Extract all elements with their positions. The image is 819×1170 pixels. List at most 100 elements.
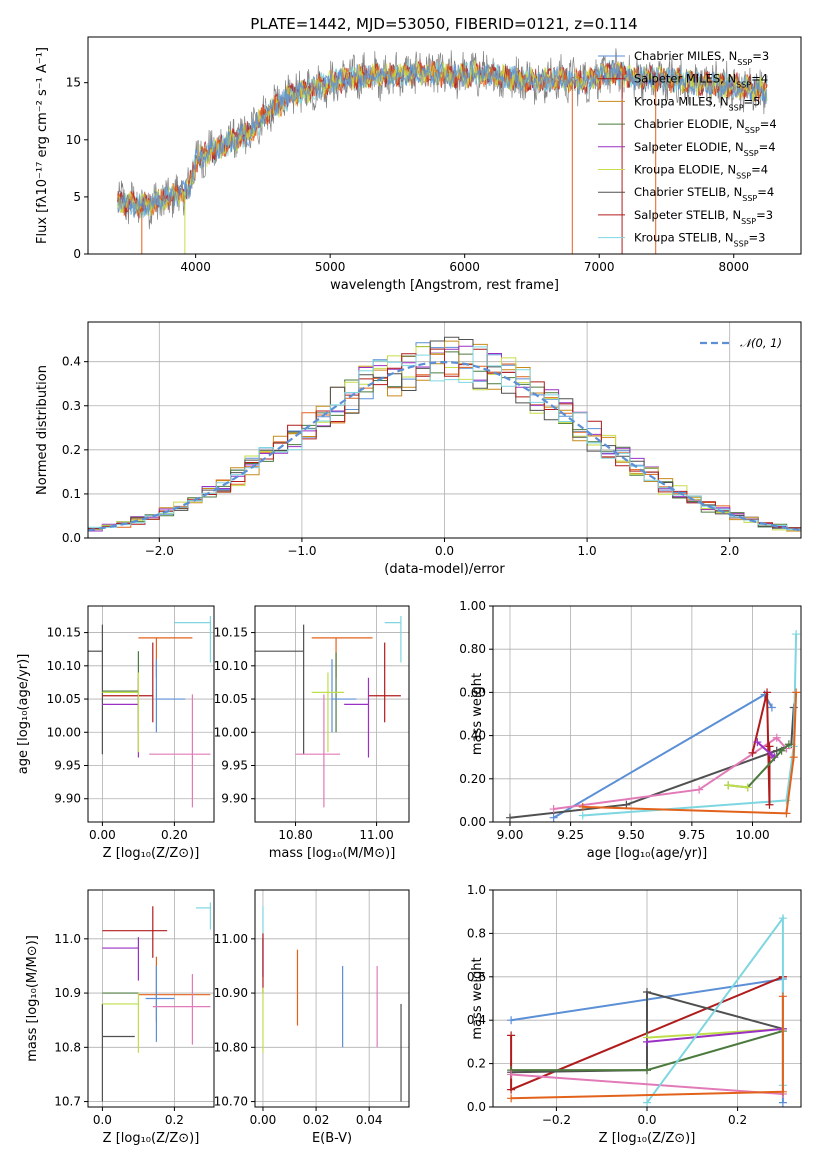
errorbar-point (102, 677, 139, 758)
y-tick-label: 15 (66, 76, 81, 90)
x-axis-label: wavelength [Angstrom, rest frame] (330, 278, 559, 293)
series-marker (549, 813, 558, 822)
y-tick-label: 0.8 (467, 926, 486, 940)
errorbar-point (344, 677, 370, 758)
y-tick-label: 0.80 (459, 642, 486, 656)
errorbar-point (102, 651, 139, 731)
spectrum-model (117, 59, 768, 217)
legend-entry: Kroupa MILES, NSSP=5 (634, 94, 760, 112)
legend-entry: Kroupa ELODIE, NSSP=4 (634, 163, 768, 181)
y-tick-label: 9.90 (54, 792, 81, 806)
y-tick-label: 10.05 (47, 692, 81, 706)
y-axis-label: Normed distribution (35, 365, 50, 495)
x-tick-label: 10.00 (735, 828, 769, 842)
y-tick-label: 5 (73, 190, 81, 204)
y-tick-label: 11.00 (214, 932, 248, 946)
y-tick-label: 10.10 (214, 659, 248, 673)
plot-content (88, 615, 211, 808)
x-tick-label: 9.00 (497, 828, 524, 842)
x-axis-label: Z [log₁₀(Z/Z⊙)] (103, 846, 200, 861)
axes-frame (87, 889, 215, 1108)
series-marker (772, 733, 781, 742)
y-tick-label: 9.90 (221, 792, 248, 806)
histogram-series (88, 336, 801, 530)
x-tick-label: 0.04 (356, 1113, 383, 1127)
errorbar-point (101, 1003, 135, 1102)
weight-series (643, 1024, 787, 1042)
series-marker (784, 740, 793, 749)
x-tick-label: 10.80 (278, 828, 312, 842)
y-tick-label: 10.05 (214, 692, 248, 706)
weight-series (507, 992, 787, 1103)
weight-series (643, 914, 787, 1107)
series-marker (792, 688, 801, 697)
x-tick-label: 8000 (718, 260, 749, 274)
axes-frame (492, 605, 802, 823)
plot-content (507, 914, 787, 1107)
errorbar-point (384, 615, 402, 663)
y-tick-label: 0.1 (62, 487, 81, 501)
y-tick-label: 11.0 (54, 932, 81, 946)
series-marker (695, 785, 704, 794)
series-marker (578, 802, 587, 811)
weight-series (724, 781, 752, 792)
legend-entry: 𝒩(0, 1) (740, 336, 782, 350)
errorbar-point (331, 659, 357, 733)
errorbar-point (174, 615, 211, 663)
y-tick-label: 0.4 (467, 1013, 486, 1027)
series-marker (765, 800, 774, 809)
series-marker (643, 1066, 651, 1075)
y-tick-label: 10.15 (214, 626, 248, 640)
y-tick-label: 10.00 (214, 725, 248, 739)
x-tick-label: 5000 (315, 260, 346, 274)
series-marker (748, 748, 757, 757)
y-tick-label: 0.00 (459, 815, 486, 829)
series-marker (643, 1098, 651, 1107)
series-marker (782, 796, 791, 805)
x-axis-label: (data-model)/error (384, 562, 505, 577)
x-axis-label: Z [log₁₀(Z/Z⊙)] (103, 1131, 200, 1146)
mass-vs-metallicity-panel: 0.0 0.2 10.7 10.8 10.9 11.0 Z [log₁₀(Z/Z⊙)] mas… (25, 889, 215, 1146)
series-marker (782, 809, 791, 818)
errorbar-point (311, 637, 373, 678)
series-marker (777, 746, 786, 755)
x-tick-label: 9.25 (557, 828, 584, 842)
errorbar-point (145, 965, 175, 1042)
y-tick-label: 10.90 (214, 986, 248, 1000)
x-tick-label: 1.0 (578, 544, 597, 558)
series-marker (778, 992, 787, 1001)
x-tick-label: 0.2 (728, 1113, 747, 1127)
weight-series (578, 630, 801, 820)
axes-frame (254, 889, 410, 1108)
series-line (511, 1073, 783, 1095)
mass-vs-ebv-panel: 0.00 0.02 0.04 10.70 10.80 10.90 11.00 E(B-V) (214, 889, 410, 1146)
series-marker (767, 703, 776, 712)
y-axis-label: mass [log₁₀(M/M⊙)] (25, 935, 40, 1062)
series-marker (507, 1031, 516, 1040)
series-line (646, 1027, 783, 1043)
series-marker (743, 783, 752, 792)
y-tick-label: 0.0 (62, 531, 81, 545)
weight-series (549, 733, 791, 814)
plot-content (87, 336, 802, 532)
legend-entry: Kroupa STELIB, NSSP=3 (634, 231, 765, 249)
series-marker (778, 914, 787, 923)
legend-entry: Chabrier ELODIE, NSSP=4 (634, 117, 777, 135)
series-line (582, 634, 798, 817)
series-marker (507, 1094, 516, 1103)
series-line (646, 915, 784, 1104)
errorbar-point (102, 937, 139, 981)
y-tick-label: 0.0 (467, 1100, 486, 1114)
weight-vs-metallicity-panel: −0.2 0.0 0.2 0.0 0.2 0.4 0.6 0.8 1.0 Z [log₁₀(Z/Z… (467, 883, 802, 1146)
age-vs-mass-panel: 10.80 11.00 9.90 9.95 10.00 10.05 10.10 10.15 ma… (214, 605, 410, 861)
y-tick-label: 10.15 (47, 626, 81, 640)
x-tick-label: 7000 (584, 260, 615, 274)
errorbar-point (152, 974, 211, 1045)
x-tick-label: 11.00 (359, 828, 393, 842)
y-tick-label: 10.8 (54, 1040, 81, 1054)
y-tick-label: 0.3 (62, 399, 81, 413)
axes-frame (87, 36, 802, 255)
residuals-panel: −2.0 −1.0 0.0 1.0 2.0 0.0 0.1 0.2 0.3 0.4 (data-mo… (35, 321, 802, 577)
y-tick-label: 1.00 (459, 599, 486, 613)
